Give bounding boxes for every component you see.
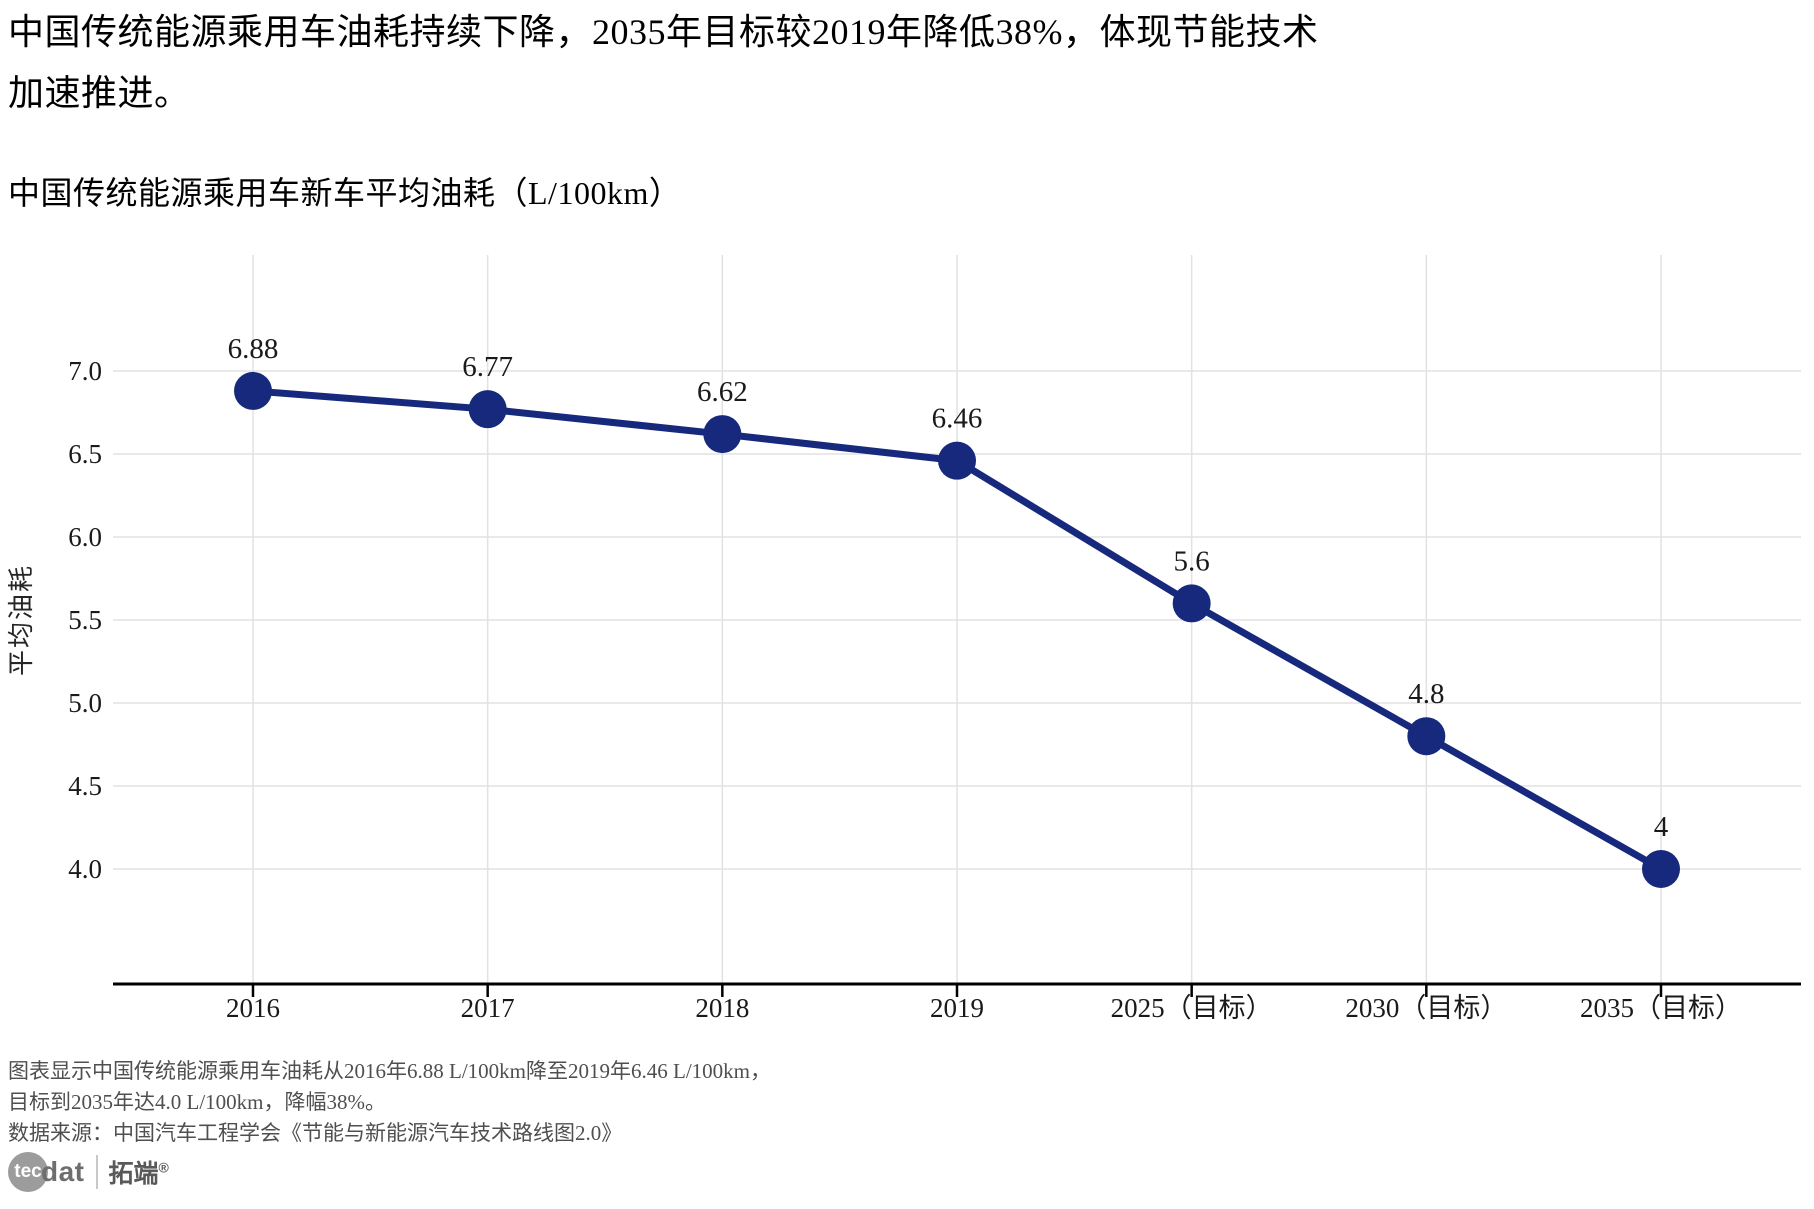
caption-line-1: 图表显示中国传统能源乘用车油耗从2016年6.88 L/100km降至2019年…	[8, 1059, 771, 1083]
page-title: 中国传统能源乘用车油耗持续下降，2035年目标较2019年降低38%，体现节能技…	[8, 12, 1319, 113]
data-point	[1407, 717, 1446, 756]
data-label: 4.8	[1408, 678, 1444, 710]
logo-divider	[95, 1155, 98, 1189]
y-axis-title: 平均油耗	[7, 564, 36, 676]
x-tick-label: 2035（目标）	[1580, 993, 1742, 1023]
data-label: 6.77	[462, 351, 513, 383]
data-source: 数据来源：中国汽车工程学会《节能与新能源汽车技术路线图2.0》	[8, 1121, 623, 1145]
data-point	[938, 441, 976, 480]
y-tick-label: 5.0	[68, 688, 102, 718]
y-tick-label: 6.5	[68, 439, 102, 469]
data-point	[1172, 584, 1211, 623]
logo-circle: tec	[8, 1152, 48, 1192]
data-point	[234, 371, 272, 410]
logo-cn-text: 拓端®	[109, 1154, 169, 1190]
x-tick-label: 2030（目标）	[1345, 993, 1507, 1023]
data-label: 6.62	[697, 376, 748, 408]
data-point	[1642, 850, 1680, 888]
data-label: 4	[1654, 811, 1669, 843]
tecdat-logo: tec dat 拓端®	[8, 1152, 169, 1192]
data-label: 6.88	[228, 333, 279, 365]
x-tick-label: 2017	[461, 993, 515, 1023]
y-tick-label: 7.0	[68, 356, 102, 386]
data-label: 5.6	[1174, 545, 1210, 577]
chart-title: 中国传统能源乘用车新车平均油耗（L/100km）	[8, 175, 682, 211]
x-tick-label: 2016	[226, 993, 280, 1023]
chart-caption: 图表显示中国传统能源乘用车油耗从2016年6.88 L/100km降至2019年…	[8, 1056, 771, 1118]
data-point	[703, 415, 742, 454]
data-label: 6.46	[932, 403, 983, 435]
registered-mark: ®	[158, 1159, 169, 1176]
x-tick-label: 2018	[695, 993, 749, 1023]
y-tick-label: 5.5	[68, 605, 102, 635]
data-point	[468, 390, 507, 429]
x-tick-label: 2019	[930, 993, 984, 1023]
y-tick-label: 4.0	[68, 854, 102, 884]
logo-cn-label: 拓端	[108, 1160, 159, 1188]
logo-brand-text: dat	[41, 1156, 85, 1187]
caption-line-2: 目标到2035年达4.0 L/100km，降幅38%。	[8, 1090, 386, 1114]
x-tick-label: 2025（目标）	[1111, 993, 1273, 1023]
y-tick-label: 4.5	[68, 771, 102, 801]
y-tick-label: 6.0	[68, 522, 102, 552]
